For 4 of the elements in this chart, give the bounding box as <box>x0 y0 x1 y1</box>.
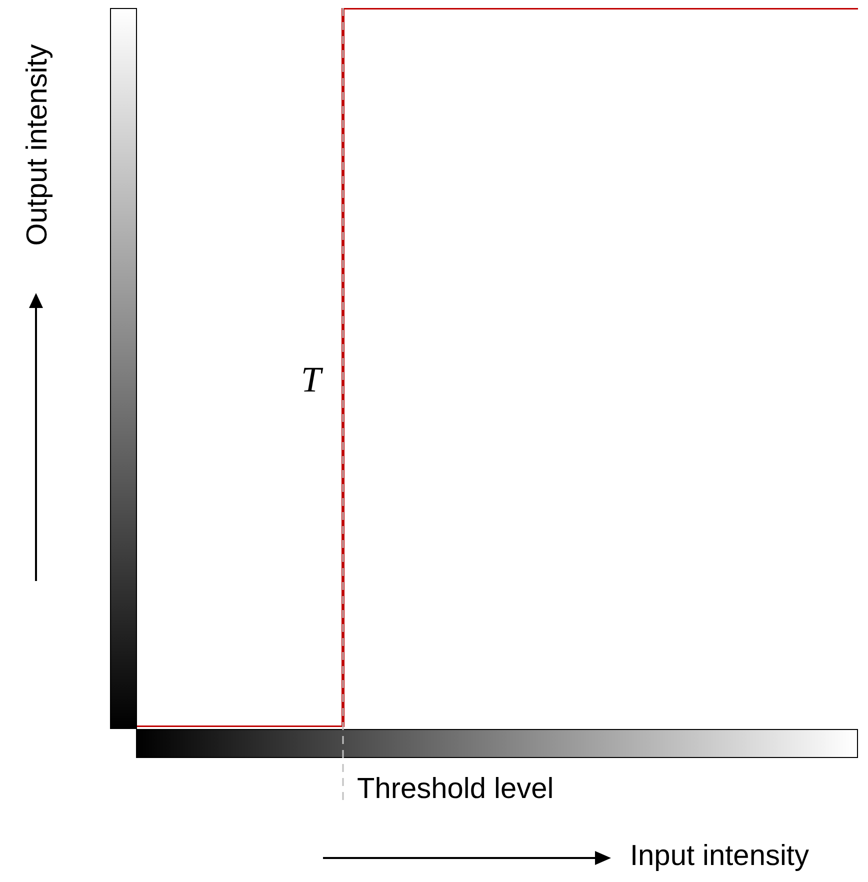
x-axis-title: Input intensity <box>630 840 809 873</box>
y-axis-title: Output intensity <box>22 44 54 246</box>
text: Threshold level <box>357 773 554 805</box>
annotation: T <box>300 359 324 400</box>
